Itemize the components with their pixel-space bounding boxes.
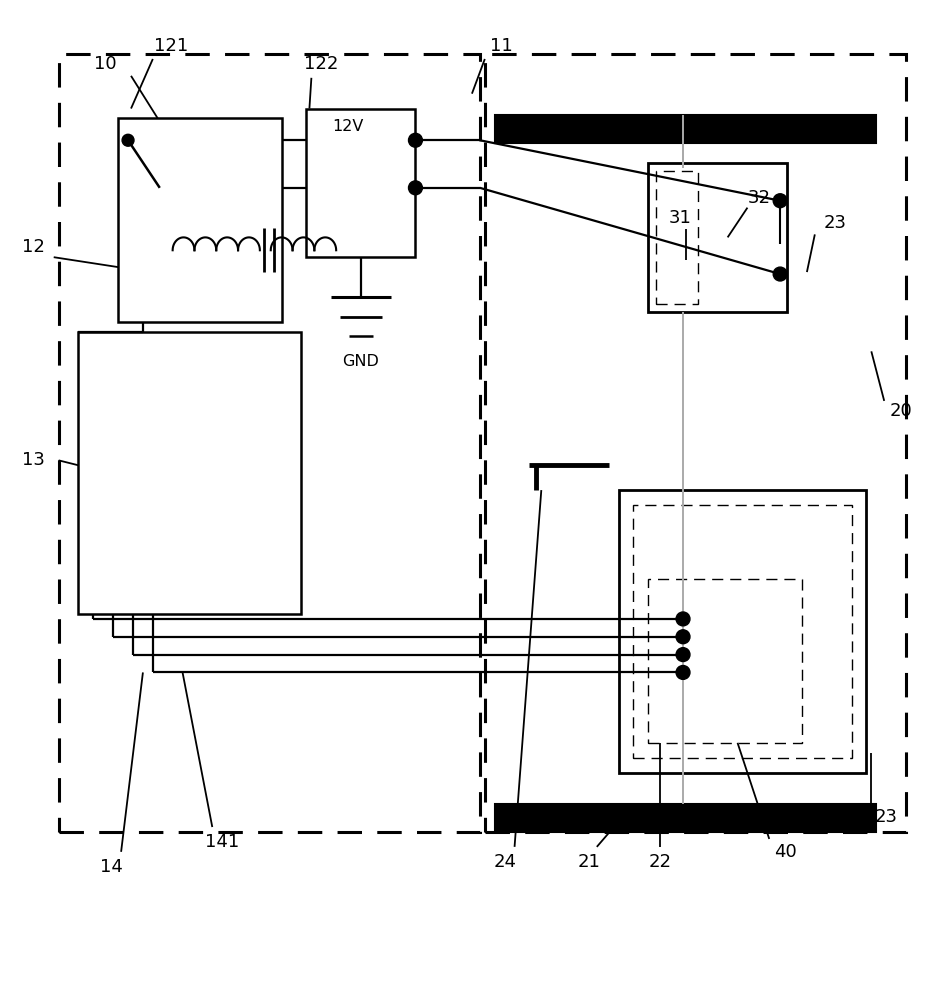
Circle shape (408, 181, 422, 195)
Circle shape (676, 666, 690, 679)
Text: 32: 32 (748, 189, 771, 207)
Bar (495, 804, 876, 832)
Circle shape (676, 612, 690, 626)
Text: 20: 20 (890, 402, 912, 420)
Text: 12: 12 (22, 238, 46, 256)
Text: 11: 11 (490, 37, 513, 55)
Circle shape (773, 267, 787, 281)
Text: 31: 31 (669, 209, 692, 227)
Text: 12V: 12V (332, 119, 364, 134)
Bar (118, 118, 282, 322)
Text: 24: 24 (493, 853, 516, 871)
Circle shape (773, 194, 787, 208)
Circle shape (122, 134, 134, 146)
Text: 40: 40 (774, 843, 796, 861)
Circle shape (408, 133, 422, 147)
Bar (59, 54, 480, 832)
Bar (648, 163, 787, 312)
Text: 121: 121 (153, 37, 188, 55)
Text: 13: 13 (22, 451, 46, 469)
Bar (633, 505, 852, 758)
Text: 10: 10 (94, 55, 116, 73)
Text: 23: 23 (823, 214, 846, 232)
Bar (485, 54, 906, 832)
Bar (78, 332, 301, 614)
Circle shape (676, 648, 690, 662)
Text: 21: 21 (578, 853, 601, 871)
Text: 14: 14 (100, 858, 123, 876)
Text: 22: 22 (649, 853, 671, 871)
Bar (495, 115, 876, 143)
Bar (618, 490, 867, 773)
Text: 141: 141 (206, 833, 239, 851)
Bar (657, 171, 698, 304)
Bar (648, 579, 802, 743)
Text: 122: 122 (304, 55, 339, 73)
Circle shape (676, 630, 690, 644)
Bar (306, 109, 416, 257)
Text: 23: 23 (875, 808, 897, 826)
Text: GND: GND (342, 354, 379, 369)
